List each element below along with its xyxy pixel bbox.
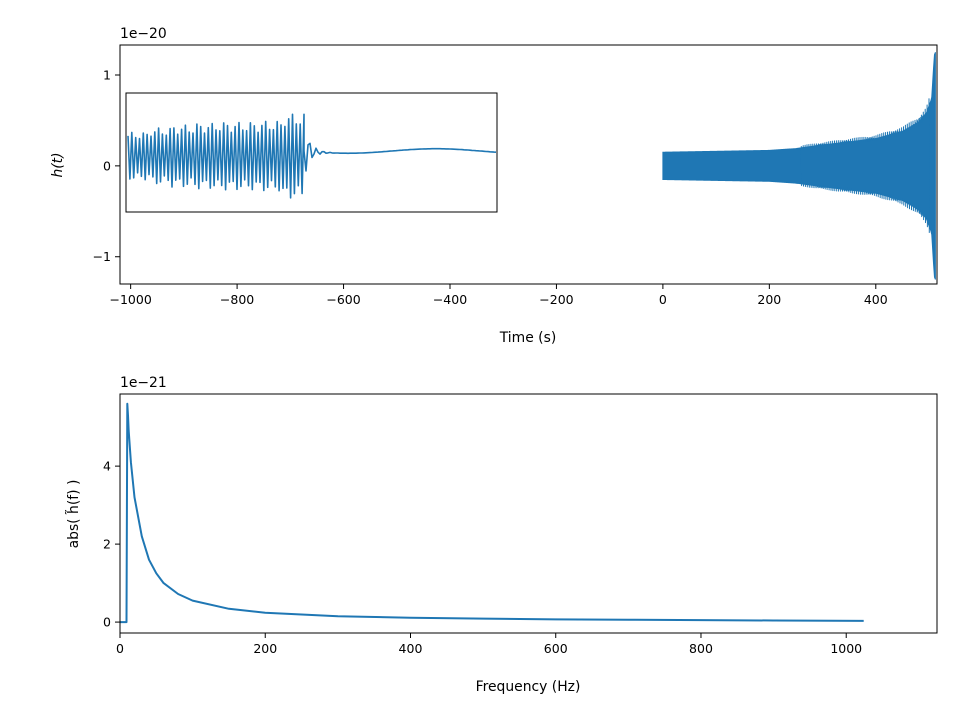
strain-waveform bbox=[662, 52, 936, 280]
x-tick-label: 600 bbox=[544, 641, 568, 656]
y-tick-label: 2 bbox=[103, 537, 111, 552]
frequency-domain-xlabel: Frequency (Hz) bbox=[476, 679, 581, 695]
inset-waveform bbox=[127, 113, 497, 199]
y-tick-label: 4 bbox=[103, 459, 111, 474]
x-tick-label: −400 bbox=[433, 292, 467, 307]
time-domain-ylabel: h(t) bbox=[50, 152, 66, 177]
time-domain-axes-frame bbox=[119, 44, 938, 285]
x-tick-label: 200 bbox=[757, 292, 781, 307]
time-domain-plot-area bbox=[662, 52, 936, 280]
spectrum-line bbox=[120, 402, 864, 624]
x-tick-label: 400 bbox=[399, 641, 423, 656]
x-tick-label: 800 bbox=[689, 641, 713, 656]
x-tick-label: 0 bbox=[116, 641, 124, 656]
y-tick-label: 0 bbox=[103, 615, 111, 630]
frequency-domain-axes-frame bbox=[119, 393, 938, 634]
merger-inset bbox=[125, 92, 498, 213]
y-tick-label: −1 bbox=[93, 249, 111, 264]
frequency-domain-ticks: 0 200 400 600 800 1000 0 2 4 bbox=[103, 459, 862, 656]
x-tick-label: 400 bbox=[864, 292, 888, 307]
x-tick-label: 0 bbox=[659, 292, 667, 307]
frequency-domain-panel: 0 200 400 600 800 1000 0 2 4 1e−21 Frequency (Hz… bbox=[65, 375, 938, 695]
strain-waveform-detail bbox=[800, 98, 930, 233]
frequency-domain-ylabel: abs( h̃(f) ) bbox=[65, 480, 82, 549]
x-tick-label: −200 bbox=[539, 292, 573, 307]
x-tick-label: −1000 bbox=[109, 292, 151, 307]
time-domain-ticks: −1000 −800 −600 −400 −200 0 200 400 −1 0 1 bbox=[93, 67, 888, 307]
x-tick-label: −600 bbox=[326, 292, 360, 307]
y-tick-label: 0 bbox=[103, 158, 111, 173]
y-tick-label: 1 bbox=[103, 67, 111, 82]
time-domain-xlabel: Time (s) bbox=[499, 330, 557, 346]
x-tick-label: −800 bbox=[220, 292, 254, 307]
frequency-domain-offset-text: 1e−21 bbox=[120, 375, 167, 391]
x-tick-label: 200 bbox=[253, 641, 277, 656]
x-tick-label: 1000 bbox=[830, 641, 862, 656]
time-domain-offset-text: 1e−20 bbox=[120, 26, 167, 42]
time-domain-panel: −1000 −800 −600 −400 −200 0 200 400 −1 0 1 1e−20 T… bbox=[50, 26, 938, 346]
frequency-domain-plot-area bbox=[120, 402, 864, 624]
